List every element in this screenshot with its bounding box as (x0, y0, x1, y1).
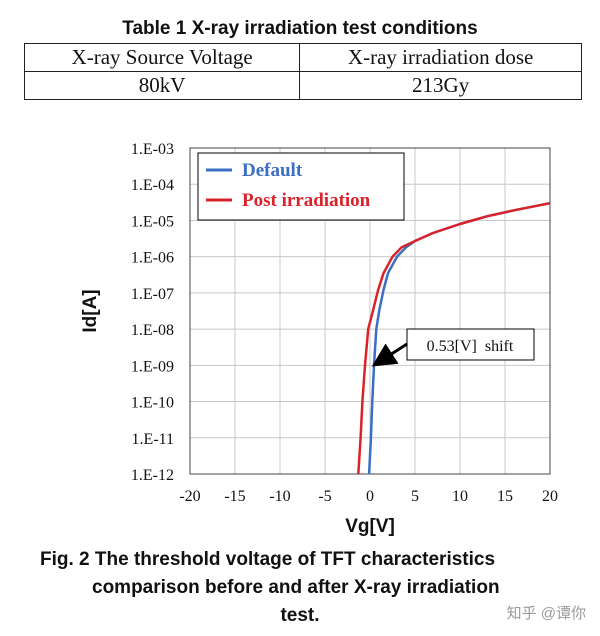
x-tick-label: 0 (366, 488, 374, 505)
legend: Default Post irradiation (197, 152, 405, 221)
x-tick-label: -20 (179, 488, 200, 505)
annotation-text: 0.53[V] shift (427, 338, 514, 355)
legend-box (197, 152, 405, 221)
y-tick-label: 1.E-06 (131, 250, 174, 267)
annotation-box (406, 328, 535, 361)
x-axis-label: Vg[V] (345, 516, 395, 537)
y-tick-label: 1.E-11 (131, 431, 174, 448)
caption-line-3: test. (280, 605, 320, 626)
x-tick-label: 15 (497, 488, 513, 505)
x-tick-label: -10 (269, 488, 290, 505)
header-source-voltage: X-ray Source Voltage (23, 43, 301, 72)
cell-source-voltage: 80kV (23, 71, 301, 100)
id-vg-chart: -20 -15 -10 -5 0 5 10 15 20 1.E-03 1.E-04 1.E-05 1.E… (80, 141, 558, 537)
x-tick-label: -5 (318, 488, 331, 505)
tick-labels: -20 -15 -10 -5 0 5 10 15 20 1.E-03 1.E-04 1.E-05 1.E… (131, 141, 558, 505)
caption-line-2: comparison before and after X-ray irradi… (92, 577, 500, 598)
header-irradiation-dose: X-ray irradiation dose (299, 43, 582, 72)
table-header-row: X-ray Source Voltage X-ray irradiation d… (23, 43, 582, 72)
legend-label-post-irradiation: Post irradiation (242, 190, 371, 211)
y-tick-label: 1.E-05 (131, 213, 174, 230)
x-tick-label: 10 (452, 488, 468, 505)
shift-annotation: 0.53[V] shift (371, 328, 535, 367)
caption-line-1: Fig. 2 The threshold voltage of TFT char… (40, 549, 496, 570)
y-tick-label: 1.E-09 (131, 358, 174, 375)
y-axis-label: Id[A] (80, 289, 101, 332)
x-tick-label: 20 (542, 488, 558, 505)
y-tick-label: 1.E-08 (131, 322, 174, 339)
x-tick-label: -15 (224, 488, 245, 505)
table-title: Table 1 X-ray irradiation test condition… (122, 18, 478, 39)
y-tick-label: 1.E-04 (131, 177, 174, 194)
annotation-arrow (371, 342, 408, 367)
legend-label-default: Default (242, 160, 303, 181)
conditions-table: X-ray Source Voltage X-ray irradiation d… (23, 43, 582, 100)
table-row: 80kV 213Gy (23, 71, 582, 100)
y-tick-label: 1.E-03 (131, 141, 174, 158)
watermark: 知乎 @谭你 (506, 605, 586, 622)
y-tick-label: 1.E-10 (131, 395, 174, 412)
series-line-post-irradiation (357, 201, 551, 475)
y-tick-label: 1.E-12 (131, 467, 174, 484)
cell-irradiation-dose: 213Gy (299, 71, 582, 100)
series-layer (357, 201, 551, 475)
x-tick-label: 5 (411, 488, 419, 505)
y-tick-label: 1.E-07 (131, 286, 174, 303)
